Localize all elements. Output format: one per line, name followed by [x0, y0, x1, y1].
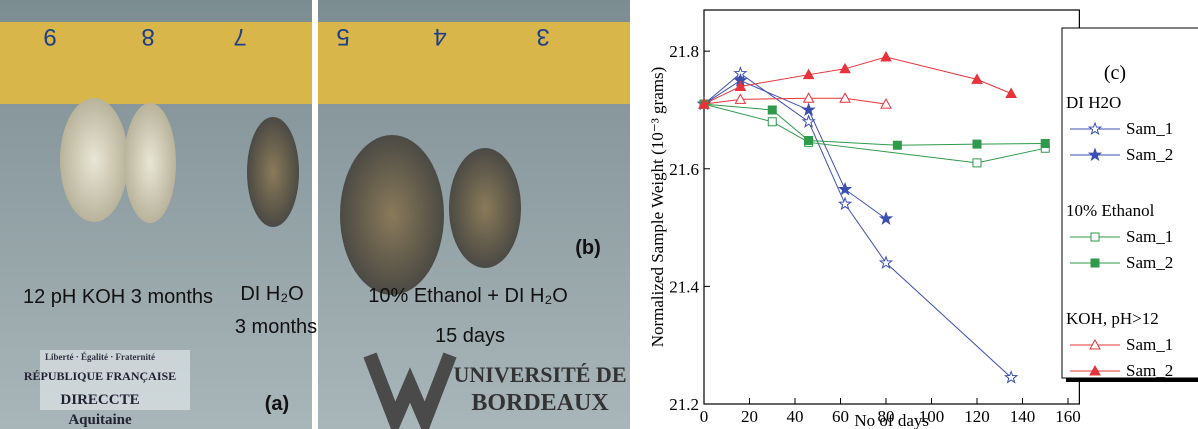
legend-marker [1090, 258, 1100, 268]
logo-text: UNIVERSITÉ DE [454, 362, 627, 387]
marker [892, 140, 902, 150]
legend-group: DI H2O [1066, 93, 1121, 112]
logo-text: DIRECCTE [60, 392, 139, 408]
marker [1005, 87, 1017, 99]
legend-marker [1087, 147, 1103, 162]
y-tick-label: 21.6 [669, 160, 699, 179]
legend-group: KOH, pH>12 [1066, 309, 1159, 328]
legend-label: Sam_2 [1126, 253, 1173, 272]
marker [767, 105, 777, 115]
ruler-number: 4 [433, 23, 446, 50]
marker [971, 73, 983, 84]
series-line [703, 103, 1046, 146]
x-tick-label: 20 [741, 407, 758, 426]
logo-text: RÉPUBLIQUE FRANÇAISE [24, 369, 176, 383]
legend-label: Sam_1 [1126, 335, 1173, 354]
photo-b [318, 0, 630, 429]
x-tick-label: 60 [832, 407, 849, 426]
x-tick-label: 160 [1055, 407, 1081, 426]
photo-text: (a) 9 8 7 12 pH KOH 3 months DI H₂O 3 months Li… [23, 23, 627, 428]
legend-panel-label: (c) [1104, 62, 1126, 84]
ruler-number: 7 [233, 23, 246, 50]
ruler-number: 5 [336, 23, 349, 50]
marker [734, 93, 747, 104]
marker [878, 255, 894, 269]
x-tick-label: 80 [878, 407, 895, 426]
ruler-number: 9 [43, 23, 56, 50]
marker [878, 211, 894, 225]
series-line [703, 80, 887, 220]
marker [839, 92, 851, 103]
marker [1040, 138, 1050, 148]
marker [1003, 370, 1019, 384]
legend-box [1061, 27, 1198, 379]
legend-group: 10% Ethanol [1066, 201, 1155, 220]
chart: 0 20 40 60 80 100 120 140 160 21.2 21.4 21.6 21.8 No … [648, 9, 1198, 429]
marker [801, 114, 816, 128]
marker [801, 102, 816, 117]
legend-marker [1089, 364, 1101, 376]
y-axis-label: Normalized Sample Weight (10⁻³ grams) [648, 67, 667, 348]
logo-text: Liberté · Égalité · Fraternité [45, 352, 155, 362]
series-line [703, 72, 1012, 378]
caption: 10% Ethanol + DI H₂O [368, 285, 568, 307]
x-tick-label: 0 [700, 407, 709, 426]
x-tick-label: 140 [1010, 407, 1036, 426]
marker [734, 80, 747, 91]
series-line [703, 103, 1046, 164]
ruler-number: 3 [536, 23, 549, 50]
logo-text: BORDEAUX [471, 390, 609, 416]
caption: DI H₂O [240, 283, 303, 305]
series-line [703, 97, 887, 105]
legend-marker [1089, 338, 1101, 350]
marker [837, 181, 853, 196]
ruler-number: 8 [141, 23, 154, 50]
marker [972, 158, 982, 168]
marker [880, 51, 892, 62]
marker [972, 139, 982, 149]
legend-label: Sam_1 [1126, 119, 1173, 138]
y-tick-label: 21.4 [669, 277, 699, 296]
x-tick-label: 40 [787, 407, 804, 426]
y-tick-label: 21.8 [669, 42, 699, 61]
legend-marker [1087, 121, 1103, 136]
caption: 12 pH KOH 3 months [23, 286, 213, 308]
plot-frame [703, 9, 1080, 405]
panel-label: (b) [575, 237, 601, 259]
marker [880, 98, 892, 109]
caption: 3 months [235, 316, 317, 338]
marker [802, 68, 815, 80]
x-axis-label: No of days [854, 411, 929, 429]
photo-a [0, 0, 312, 429]
marker [802, 92, 815, 103]
marker [837, 196, 853, 211]
legend-label: Sam_2 [1126, 145, 1173, 164]
marker [804, 136, 814, 146]
marker [839, 62, 851, 74]
y-tick-label: 21.2 [669, 395, 699, 414]
legend-label: Sam_2 [1126, 361, 1173, 380]
caption: 15 days [435, 325, 505, 347]
panel-label: (a) [265, 393, 289, 415]
logo-text: Aquitaine [68, 412, 132, 428]
legend-label: Sam_1 [1126, 227, 1173, 246]
marker [767, 117, 777, 127]
x-tick-label: 100 [919, 407, 945, 426]
legend-marker [1090, 232, 1100, 242]
x-tick-label: 120 [964, 407, 990, 426]
marker [698, 98, 710, 109]
